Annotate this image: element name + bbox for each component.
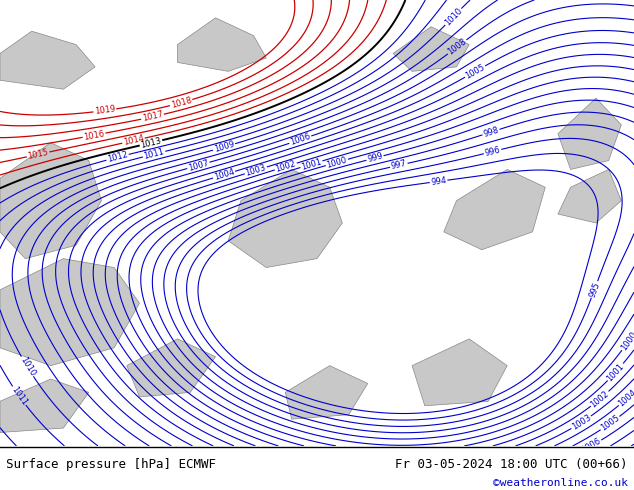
Polygon shape: [127, 339, 216, 397]
Text: 995: 995: [588, 280, 602, 298]
Polygon shape: [0, 379, 89, 433]
Text: 1011: 1011: [10, 385, 29, 407]
Text: 1008: 1008: [446, 37, 469, 57]
Text: 1002: 1002: [275, 159, 297, 174]
Text: 1002: 1002: [589, 389, 611, 409]
Text: 999: 999: [366, 151, 384, 164]
Text: 1005: 1005: [463, 62, 486, 80]
Text: 1001: 1001: [300, 157, 323, 172]
Text: 1005: 1005: [599, 414, 621, 433]
Text: 1001: 1001: [605, 361, 626, 383]
Polygon shape: [178, 18, 266, 72]
Text: 1009: 1009: [213, 140, 235, 154]
Polygon shape: [0, 143, 101, 259]
Text: 1000: 1000: [325, 155, 348, 170]
Polygon shape: [444, 170, 545, 250]
Text: 1017: 1017: [141, 110, 164, 123]
Polygon shape: [393, 27, 469, 72]
Text: 1016: 1016: [83, 129, 105, 142]
Text: 1006: 1006: [580, 437, 603, 455]
Polygon shape: [558, 98, 621, 170]
Text: 1013: 1013: [139, 136, 162, 149]
Text: 1010: 1010: [443, 6, 464, 27]
Text: 1015: 1015: [27, 148, 49, 161]
Text: 1012: 1012: [107, 150, 129, 164]
Text: 998: 998: [482, 125, 500, 139]
Polygon shape: [0, 31, 95, 89]
Polygon shape: [558, 170, 621, 223]
Text: 1006: 1006: [289, 132, 312, 147]
Polygon shape: [412, 339, 507, 406]
Polygon shape: [228, 170, 342, 268]
Text: 994: 994: [430, 176, 447, 187]
Text: ©weatheronline.co.uk: ©weatheronline.co.uk: [493, 478, 628, 488]
Text: 1003: 1003: [570, 413, 593, 432]
Text: 1019: 1019: [94, 105, 116, 116]
Text: 1004: 1004: [617, 388, 634, 408]
Text: 1004: 1004: [212, 167, 235, 182]
Polygon shape: [285, 366, 368, 419]
Text: 1010: 1010: [18, 355, 37, 378]
Text: 1007: 1007: [187, 158, 210, 172]
Text: 1000: 1000: [619, 330, 634, 352]
Text: Surface pressure [hPa] ECMWF: Surface pressure [hPa] ECMWF: [6, 458, 216, 471]
Polygon shape: [0, 259, 139, 366]
Text: 997: 997: [390, 159, 408, 171]
Text: Fr 03-05-2024 18:00 UTC (00+66): Fr 03-05-2024 18:00 UTC (00+66): [395, 458, 628, 471]
Text: 1003: 1003: [244, 163, 268, 178]
Text: 1011: 1011: [143, 147, 165, 161]
Text: 996: 996: [484, 145, 501, 158]
Text: 1018: 1018: [170, 96, 193, 110]
Text: 1014: 1014: [122, 134, 145, 147]
